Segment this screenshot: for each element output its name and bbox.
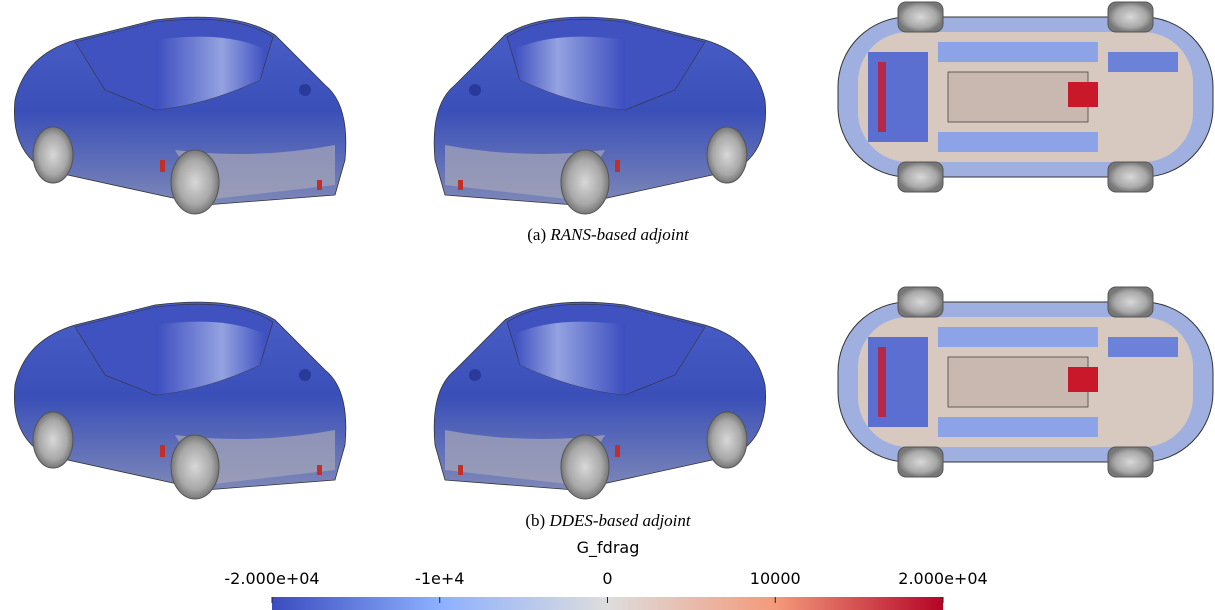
caption-text: RANS-based adjoint [549,225,690,244]
caption-text: DDES-based adjoint [548,511,691,530]
figure: (a) RANS-based adjoint (b) DDES-based ad… [0,0,1215,610]
colorbar-tick-label: -1e+4 [415,569,464,588]
colorbar-tick-label: 2.000e+04 [898,569,987,588]
caption: (a) RANS-based adjoint [527,225,690,244]
car-underbody-view [838,2,1213,192]
caption-label: (a) [527,225,546,244]
colorbar-tick-label: -2.000e+04 [224,569,319,588]
page: {"captions": [{"label": "(a)", "text": "… [0,0,1215,610]
colorbar-tick-label: 10000 [750,569,801,588]
car-underbody-view [838,287,1213,477]
car-rear-view [434,302,765,499]
caption-label: (b) [525,511,545,530]
car-front-view [14,17,345,214]
caption: (b) DDES-based adjoint [525,511,692,530]
car-front-view [14,302,345,499]
car-rear-view [434,17,765,214]
colorbar-title: G_fdrag [577,538,640,558]
colorbar-tick-label: 0 [602,569,612,588]
